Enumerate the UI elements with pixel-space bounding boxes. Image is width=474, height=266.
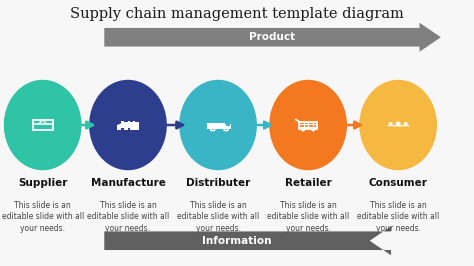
Polygon shape	[104, 23, 441, 52]
FancyBboxPatch shape	[207, 123, 225, 129]
FancyBboxPatch shape	[128, 128, 130, 130]
Text: Manufacture: Manufacture	[91, 178, 165, 188]
Text: Supplier: Supplier	[18, 178, 67, 188]
Text: This slide is an
editable slide with all
your needs.: This slide is an editable slide with all…	[357, 201, 439, 233]
FancyBboxPatch shape	[121, 121, 124, 126]
Wedge shape	[394, 124, 402, 126]
Circle shape	[389, 122, 392, 124]
Text: This slide is an
editable slide with all
your needs.: This slide is an editable slide with all…	[1, 201, 84, 233]
Ellipse shape	[359, 80, 437, 170]
Polygon shape	[118, 122, 138, 125]
Text: Retailer: Retailer	[285, 178, 331, 188]
Wedge shape	[387, 124, 394, 126]
Wedge shape	[402, 124, 409, 126]
Text: Distributer: Distributer	[186, 178, 250, 188]
Text: This slide is an
editable slide with all
your needs.: This slide is an editable slide with all…	[87, 201, 169, 233]
Ellipse shape	[89, 80, 167, 170]
Ellipse shape	[4, 80, 82, 170]
Circle shape	[404, 122, 408, 124]
FancyBboxPatch shape	[226, 124, 230, 126]
Text: Supply chain management template diagram: Supply chain management template diagram	[70, 7, 404, 21]
Ellipse shape	[269, 80, 347, 170]
Polygon shape	[104, 226, 391, 255]
Text: This slide is an
editable slide with all
your needs.: This slide is an editable slide with all…	[267, 201, 349, 233]
FancyBboxPatch shape	[225, 124, 231, 129]
Circle shape	[301, 129, 305, 131]
Circle shape	[311, 129, 315, 131]
Ellipse shape	[179, 80, 257, 170]
Text: Product: Product	[249, 32, 296, 42]
FancyBboxPatch shape	[121, 128, 124, 130]
FancyBboxPatch shape	[118, 125, 138, 130]
FancyBboxPatch shape	[128, 121, 130, 126]
Circle shape	[224, 128, 228, 131]
Circle shape	[396, 122, 401, 124]
FancyBboxPatch shape	[133, 121, 136, 126]
Circle shape	[210, 128, 215, 131]
Text: This slide is an
editable slide with all
your needs.: This slide is an editable slide with all…	[177, 201, 259, 233]
Text: Consumer: Consumer	[369, 178, 428, 188]
Text: Information: Information	[202, 236, 272, 246]
